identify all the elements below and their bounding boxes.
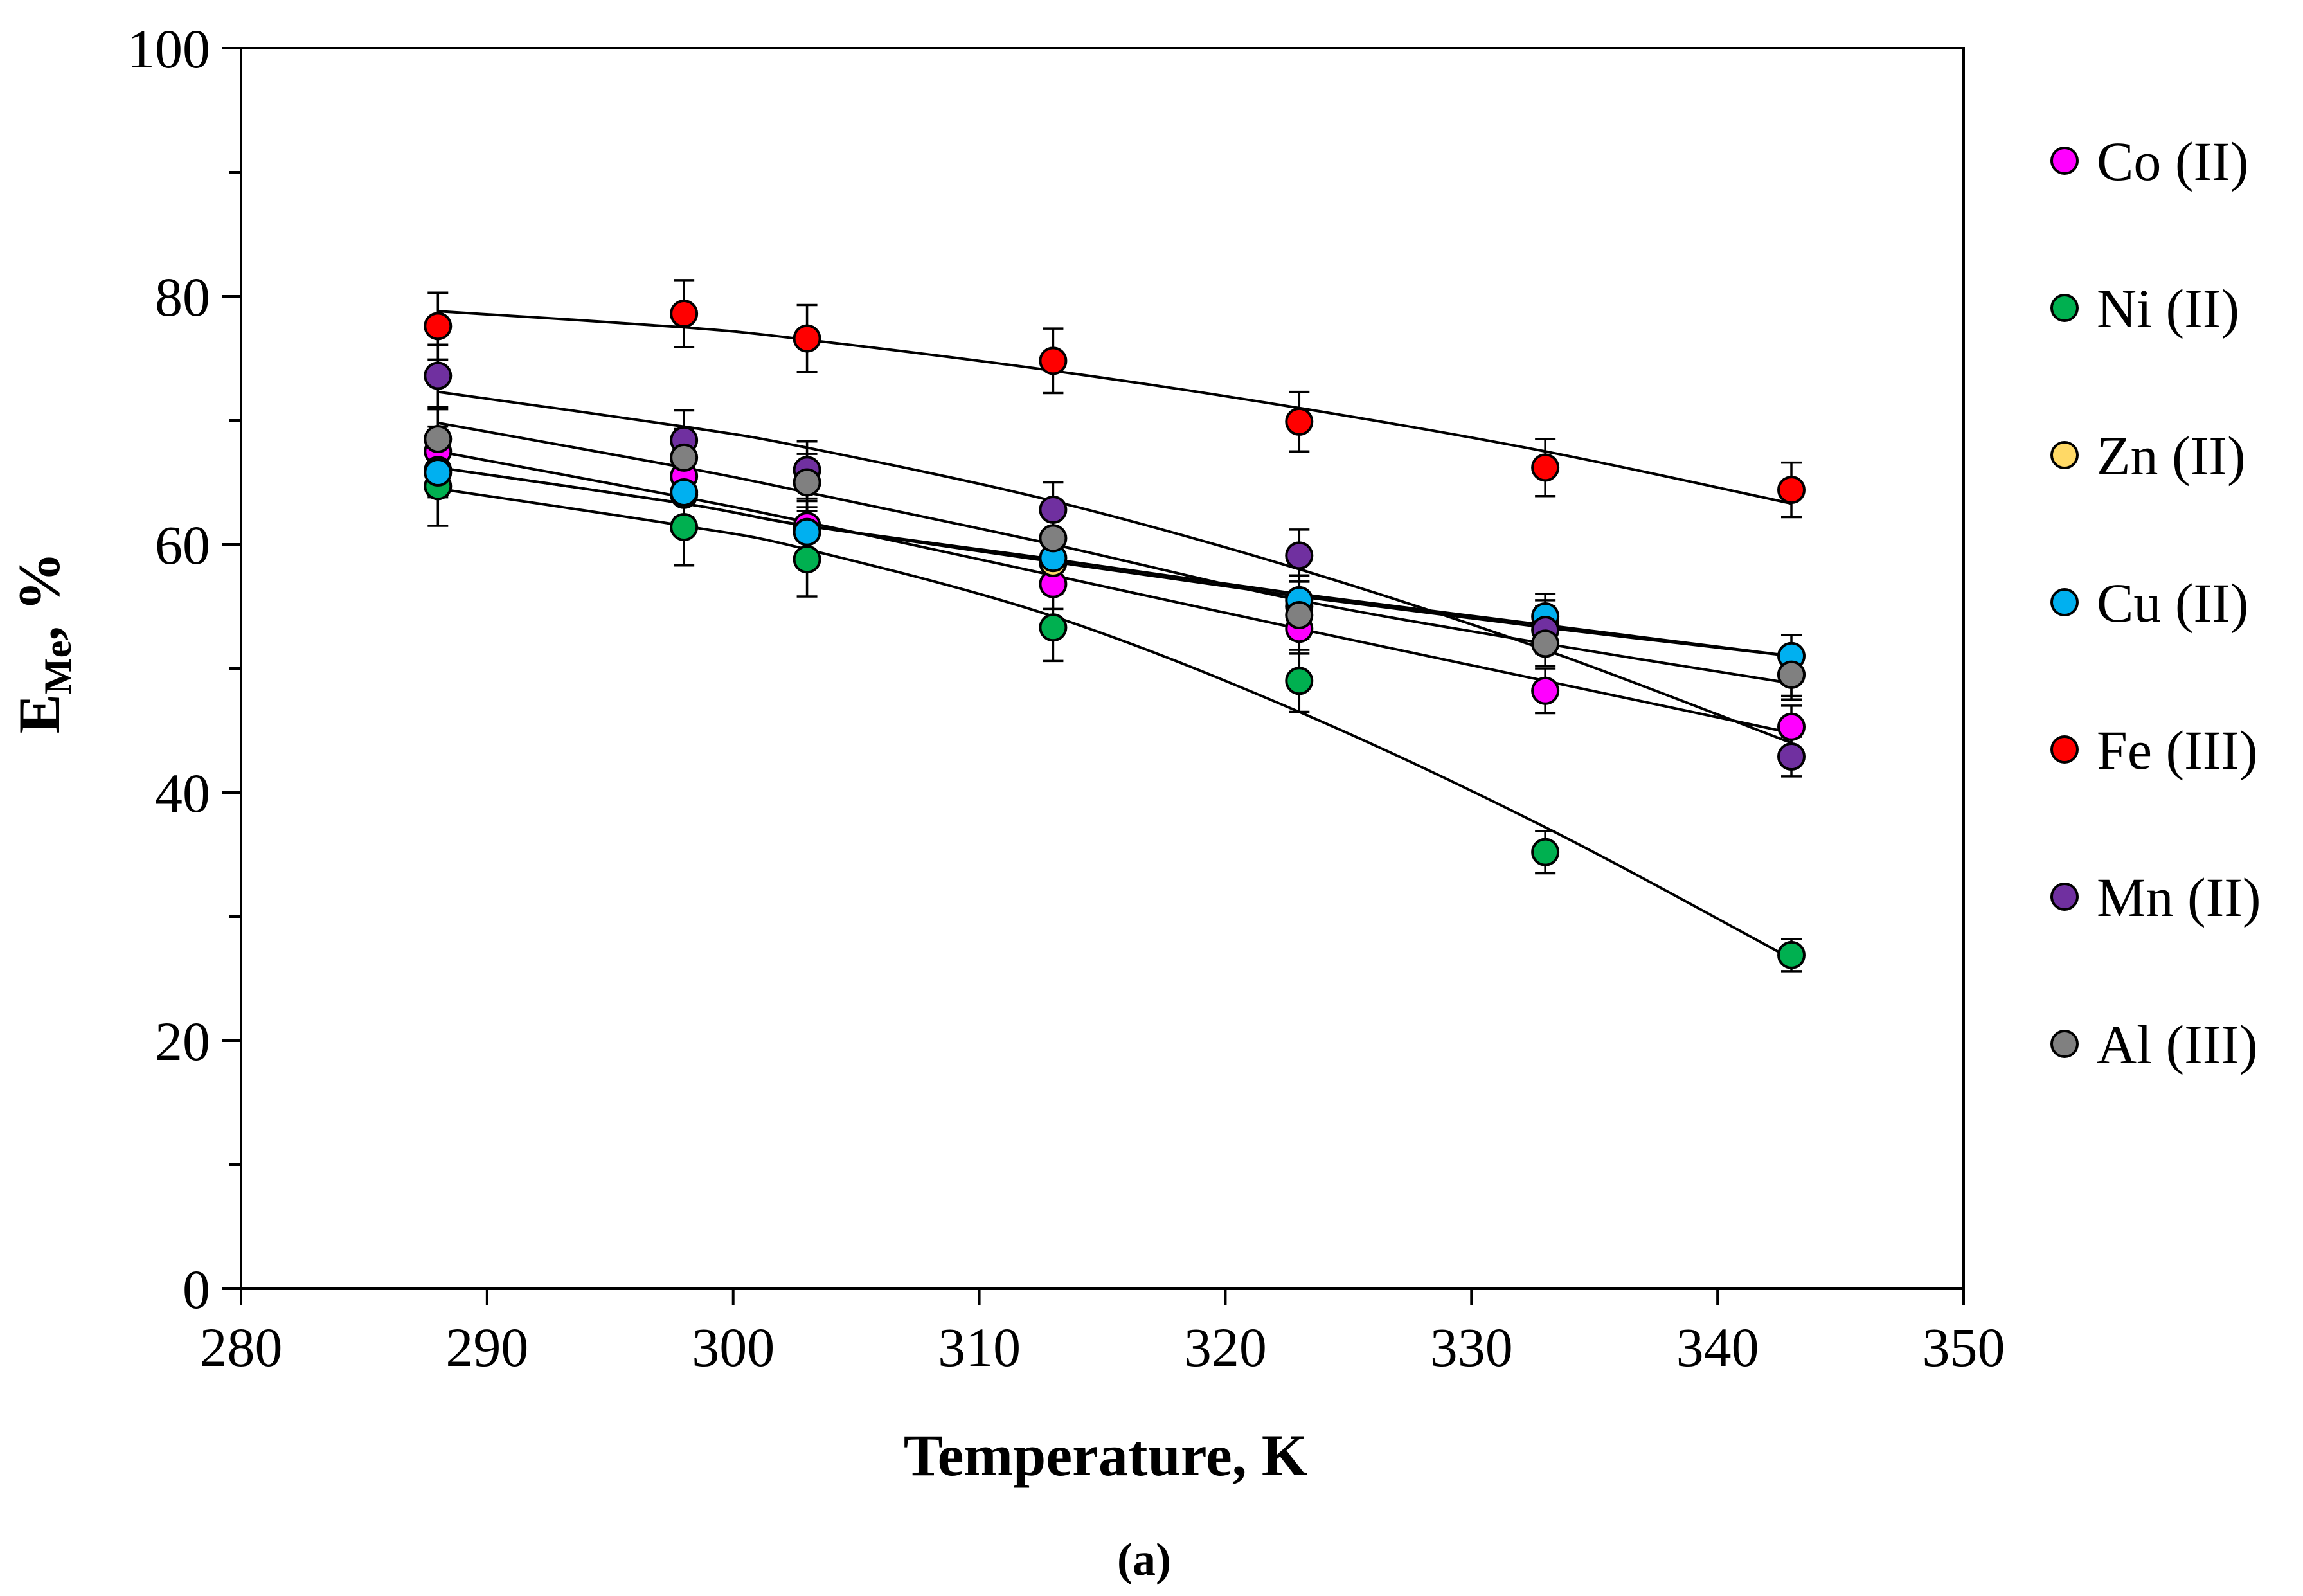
legend-item-ni-ii: Ni (II) [2050,278,2239,339]
figure-caption: (a) [1117,1534,1171,1585]
data-point-co-ii [1531,676,1560,705]
legend-item-al-iii: Al (III) [2050,1014,2258,1075]
data-point-al-iii [1531,629,1560,658]
legend-item-co-ii: Co (II) [2050,130,2248,192]
y-tick-label: 0 [183,1259,210,1320]
legend-item-cu-ii: Cu (II) [2050,572,2248,634]
legend-marker-fe-iii [2050,735,2079,764]
legend-label-ni-ii: Ni (II) [2097,278,2239,339]
data-point-fe-iii [1777,476,1806,505]
y-tick-labels: 0 20 40 60 80 100 [127,18,210,1320]
legend-item-fe-iii: Fe (III) [2050,719,2258,781]
data-points [424,300,1806,969]
legend-label-cu-ii: Cu (II) [2097,572,2248,634]
x-tick-label: 280 [200,1316,283,1378]
y-tick-label: 60 [155,514,210,576]
legend-marker-al-iii [2050,1030,2079,1058]
x-tick-label: 300 [692,1316,775,1378]
data-point-cu-ii [424,458,453,487]
y-tick-label: 100 [127,18,210,80]
legend-label-al-iii: Al (III) [2097,1014,2258,1075]
y-axis-title: EMe, % [6,552,79,734]
data-point-cu-ii [793,517,821,546]
legend-marker-co-ii [2050,147,2079,175]
data-point-fe-iii [793,324,821,353]
tick-marks [222,47,1965,1305]
data-point-ni-ii [793,545,821,574]
x-tick-label: 350 [1922,1316,2005,1378]
data-point-mn-ii [1039,495,1068,524]
y-axis-title-main: E [6,694,72,733]
x-tick-label: 340 [1676,1316,1759,1378]
data-point-al-iii [1039,524,1068,553]
y-tick-label: 20 [155,1010,210,1072]
legend-label-fe-iii: Fe (III) [2097,719,2258,781]
legend-marker-cu-ii [2050,588,2079,616]
y-tick-label: 80 [155,266,210,328]
x-tick-labels: 280 290 300 310 320 330 340 350 [200,1316,2005,1378]
x-axis-title: Temperature, K [904,1422,1308,1488]
legend-label-zn-ii: Zn (II) [2097,425,2246,487]
data-point-fe-iii [670,300,699,328]
x-tick-label: 290 [445,1316,528,1378]
data-point-cu-ii [670,478,699,507]
legend: Co (II) Ni (II) Zn (II) Cu (II) Fe (III) Mn (… [2050,130,2261,1075]
y-axis-title-subscript: Me [37,641,79,694]
data-point-fe-iii [1039,346,1068,375]
data-point-al-iii [1285,601,1314,630]
data-point-mn-ii [424,361,453,390]
data-point-al-iii [793,468,821,497]
data-point-co-ii [1777,712,1806,741]
y-axis-title-suffix: , % [6,552,72,641]
legend-marker-zn-ii [2050,441,2079,469]
plot-area-frame [240,47,1965,1290]
data-point-ni-ii [1285,667,1314,695]
data-point-al-iii [424,424,453,453]
data-point-fe-iii [1531,453,1560,482]
data-point-ni-ii [1039,613,1068,642]
data-point-ni-ii [1777,940,1806,969]
legend-marker-mn-ii [2050,883,2079,911]
legend-item-mn-ii: Mn (II) [2050,866,2261,928]
x-tick-label: 330 [1430,1316,1513,1378]
legend-label-co-ii: Co (II) [2097,130,2248,192]
legend-label-mn-ii: Mn (II) [2097,866,2261,928]
x-tick-label: 310 [938,1316,1021,1378]
legend-item-zn-ii: Zn (II) [2050,425,2246,487]
data-point-fe-iii [1285,407,1314,436]
data-point-mn-ii [1777,742,1806,771]
data-point-al-iii [670,443,699,472]
data-point-al-iii [1777,660,1806,689]
data-point-ni-ii [1531,838,1560,866]
x-tick-label: 320 [1184,1316,1267,1378]
data-point-fe-iii [424,312,453,341]
data-point-mn-ii [1285,541,1314,570]
data-point-ni-ii [670,512,699,541]
legend-marker-ni-ii [2050,294,2079,322]
y-tick-label: 40 [155,762,210,824]
